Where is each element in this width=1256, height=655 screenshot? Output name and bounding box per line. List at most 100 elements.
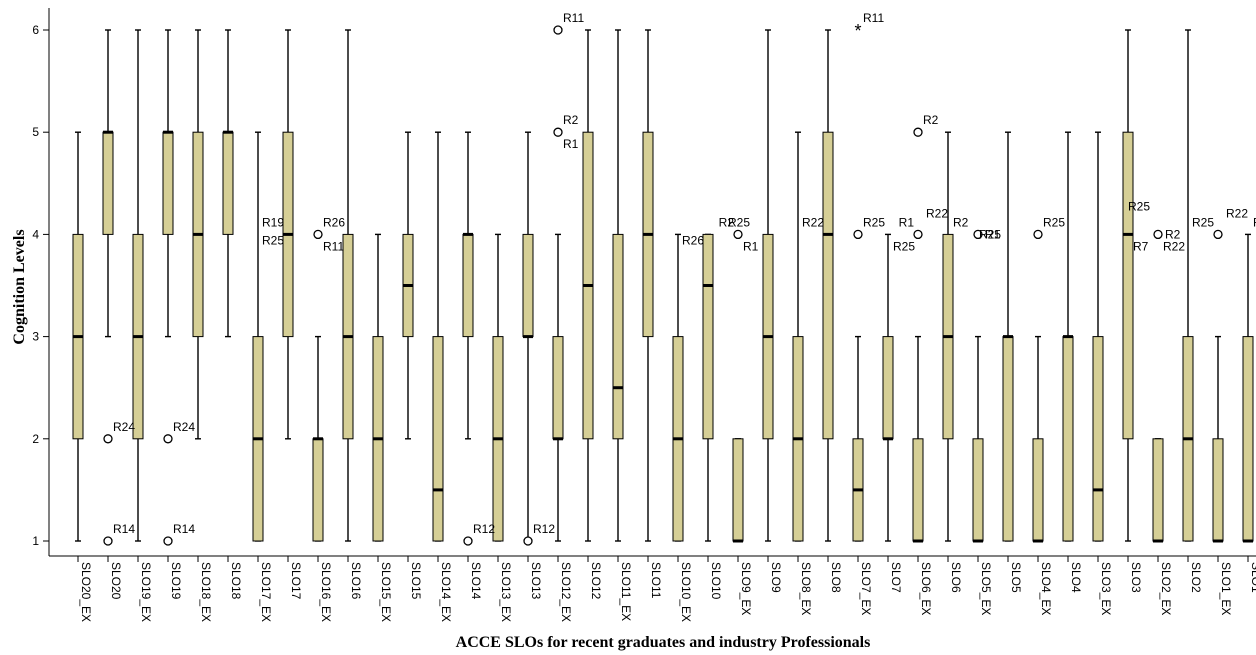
x-tick-label: SLO2	[1189, 562, 1203, 593]
x-tick-label: SLO5_EX	[979, 562, 993, 615]
outlier-circle	[163, 434, 173, 444]
box-rect	[1242, 336, 1254, 542]
outlier-SLO14: R12	[463, 522, 495, 546]
box-SLO4	[1062, 131, 1074, 542]
box-SLO14_EX	[432, 131, 444, 542]
y-tick-label: 4	[32, 227, 39, 241]
outlier-label: R11	[323, 239, 344, 253]
x-axis: SLO20_EX SLO20 SLO19_EX SLO19 SLO18_EX SLO18 S…	[49, 555, 1256, 622]
outlier-SLO5_EX: R1	[973, 227, 1001, 241]
box-SLO11_EX	[612, 29, 624, 542]
x-tick-label: SLO16_EX	[319, 562, 333, 622]
outlier-SLO12_EX: R2 R1	[553, 113, 579, 151]
box-SLO8_EX	[792, 131, 804, 542]
x-tick-label: SLO9_EX	[739, 562, 753, 615]
outlier-circle	[103, 434, 113, 444]
outlier-SLO6_EX: R1 R22	[899, 206, 948, 240]
box-SLO17	[282, 29, 294, 440]
outlier-circle	[553, 127, 563, 137]
outlier-SLO19: R14	[163, 522, 195, 546]
x-tick-label: SLO1	[1249, 562, 1256, 593]
x-tick-label: SLO13_EX	[499, 562, 513, 622]
outlier-label: R2	[563, 113, 579, 127]
outlier-SLO13: R12	[523, 522, 555, 546]
x-axis-title: ACCE SLOs for recent graduates and indus…	[456, 634, 871, 651]
x-tick-label: SLO16	[349, 562, 363, 600]
outlier-circle	[1033, 229, 1043, 240]
y-tick-label: 2	[32, 432, 39, 446]
box-SLO13_EX	[492, 233, 504, 542]
outlier-label: R24	[113, 420, 135, 434]
box-rect	[612, 233, 624, 440]
box-rect	[702, 233, 714, 440]
outlier-SLO8: R22	[802, 215, 824, 229]
outlier-circle	[163, 536, 173, 546]
x-tick-label: SLO2_EX	[1159, 562, 1173, 615]
outlier-label: R12	[473, 522, 495, 536]
outlier-label: R25	[893, 239, 915, 253]
x-tick-label: SLO11_EX	[619, 562, 633, 621]
outlier-label: R25	[863, 215, 885, 229]
box-SLO7	[882, 233, 894, 542]
outlier-label: R22	[926, 206, 948, 220]
outlier-label: R1	[1253, 215, 1256, 229]
outlier-label: R11	[863, 11, 884, 25]
outlier-label: R22	[1226, 206, 1248, 220]
x-tick-label: SLO8	[829, 562, 843, 593]
outlier-label: R14	[173, 522, 195, 536]
outlier-SLO7: R25	[893, 239, 915, 253]
box-rect	[1092, 336, 1104, 542]
box-rect	[972, 438, 984, 542]
x-tick-label: SLO14	[469, 562, 483, 600]
outlier-SLO5: R25	[979, 227, 1001, 241]
y-axis-title: Cognition Levels	[11, 229, 28, 344]
x-tick-label: SLO12_EX	[559, 562, 573, 622]
outlier-circle	[853, 229, 863, 240]
box-SLO3	[1122, 29, 1134, 542]
box-SLO9_EX	[732, 438, 744, 543]
outlier-SLO6: R2	[953, 215, 969, 229]
x-tick-label: SLO12	[589, 562, 603, 600]
box-rect	[822, 131, 834, 440]
box-SLO18_EX	[192, 29, 204, 440]
outlier-SLO3: R7	[1133, 239, 1149, 253]
x-tick-label: SLO15	[409, 562, 423, 600]
outlier-SLO19: R24	[163, 420, 195, 444]
box-SLO13	[522, 131, 534, 542]
outlier-SLO10: R26	[682, 233, 704, 247]
x-tick-label: SLO8_EX	[799, 562, 813, 615]
y-tick-label: 3	[32, 330, 39, 344]
box-SLO10_EX	[672, 233, 684, 542]
x-tick-label: SLO7_EX	[859, 562, 873, 615]
box-rect	[912, 438, 924, 542]
outlier-label: R22	[802, 215, 824, 229]
y-tick-label: 5	[32, 125, 39, 139]
outlier-circle	[1213, 229, 1223, 240]
x-tick-label: SLO20_EX	[79, 562, 93, 622]
outlier-circle	[913, 229, 923, 240]
outlier-label: R25	[1043, 215, 1065, 229]
outlier-circle	[913, 127, 923, 137]
outlier-SLO20: R24	[103, 420, 135, 444]
outlier-SLO20: R14	[103, 522, 135, 546]
y-tick-label: 1	[32, 534, 39, 548]
x-tick-label: SLO3_EX	[1099, 562, 1113, 615]
outlier-label: R26	[682, 233, 704, 247]
outlier-SLO12_EX: R11	[553, 11, 584, 35]
x-tick-label: SLO17_EX	[259, 562, 273, 622]
outlier-SLO7_EX: *R11	[854, 11, 884, 41]
box-SLO2	[1182, 29, 1194, 542]
box-SLO1	[1242, 233, 1254, 543]
outlier-label: R25	[979, 227, 1001, 241]
box-rect	[432, 336, 444, 542]
outlier-label: R1	[899, 215, 915, 229]
box-rect	[1002, 336, 1014, 542]
box-SLO19	[162, 29, 174, 338]
box-SLO5_EX	[972, 335, 984, 543]
y-axis: 1 2 3 4 5 6	[32, 8, 50, 556]
box-rect	[222, 131, 234, 235]
box-rect	[102, 131, 114, 235]
outlier-circle	[523, 536, 533, 546]
